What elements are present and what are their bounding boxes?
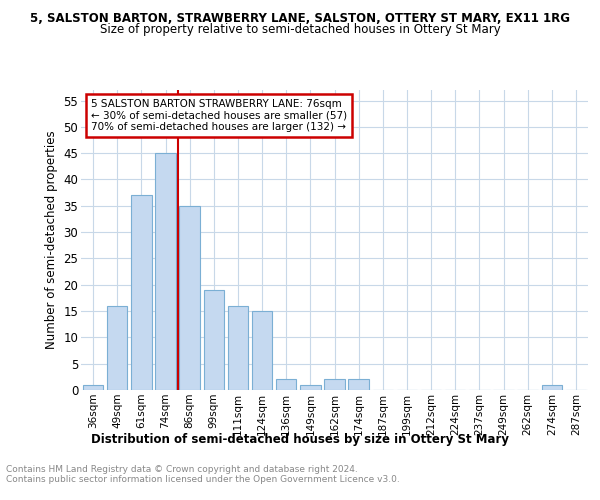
- Y-axis label: Number of semi-detached properties: Number of semi-detached properties: [45, 130, 58, 350]
- Bar: [131, 196, 152, 390]
- Bar: [276, 380, 296, 390]
- Bar: [542, 384, 562, 390]
- Text: 5, SALSTON BARTON, STRAWBERRY LANE, SALSTON, OTTERY ST MARY, EX11 1RG: 5, SALSTON BARTON, STRAWBERRY LANE, SALS…: [30, 12, 570, 26]
- Bar: [203, 290, 224, 390]
- Bar: [300, 384, 320, 390]
- Bar: [155, 153, 176, 390]
- Bar: [324, 380, 345, 390]
- Bar: [83, 384, 103, 390]
- Bar: [107, 306, 127, 390]
- Text: Distribution of semi-detached houses by size in Ottery St Mary: Distribution of semi-detached houses by …: [91, 432, 509, 446]
- Bar: [252, 311, 272, 390]
- Text: 5 SALSTON BARTON STRAWBERRY LANE: 76sqm
← 30% of semi-detached houses are smalle: 5 SALSTON BARTON STRAWBERRY LANE: 76sqm …: [91, 99, 347, 132]
- Bar: [227, 306, 248, 390]
- Bar: [179, 206, 200, 390]
- Text: Size of property relative to semi-detached houses in Ottery St Mary: Size of property relative to semi-detach…: [100, 22, 500, 36]
- Bar: [349, 380, 369, 390]
- Text: Contains HM Land Registry data © Crown copyright and database right 2024.
Contai: Contains HM Land Registry data © Crown c…: [6, 465, 400, 484]
